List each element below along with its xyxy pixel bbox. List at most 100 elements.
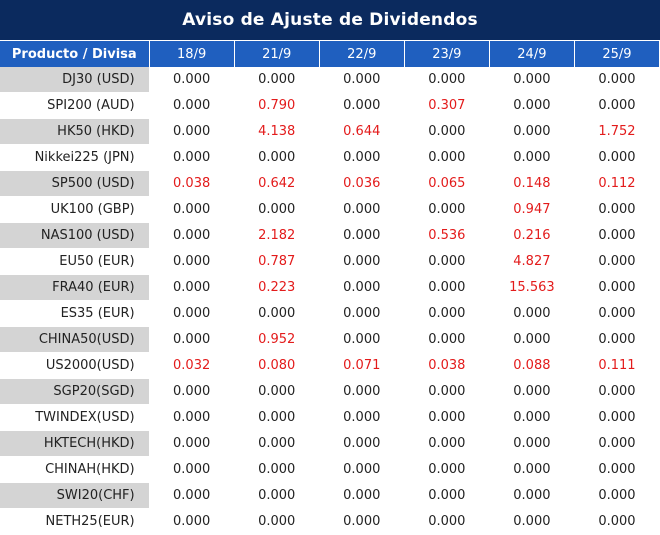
table-row: US2000(USD) 0.032 0.080 0.071 0.038 0.088 0.11… [0, 352, 660, 379]
dividend-value-cell: 0.000 [319, 430, 405, 457]
instrument-name: HKTECH(HKD) [0, 430, 150, 457]
dividend-value-cell: 0.000 [489, 378, 575, 405]
dividend-value-cell: 0.000 [574, 326, 660, 353]
dividend-value-cell: 0.000 [489, 67, 575, 93]
instrument-name: NETH25(EUR) [0, 508, 150, 535]
dividend-value-cell: 0.000 [404, 430, 490, 457]
dividend-value-cell: 0.000 [574, 196, 660, 223]
instrument-name: TWINDEX(USD) [0, 404, 150, 431]
dividend-value-cell: 0.000 [574, 378, 660, 405]
instrument-name: SGP20(SGD) [0, 378, 150, 405]
dividend-value-cell: 0.000 [404, 196, 490, 223]
dividend-value-cell: 0.000 [404, 456, 490, 483]
instrument-name: EU50 (EUR) [0, 248, 150, 275]
dividend-value-cell: 0.536 [404, 222, 490, 249]
dividend-value-cell: 0.000 [319, 378, 405, 405]
dividend-value-cell: 0.000 [234, 430, 320, 457]
dividend-value-cell: 0.000 [574, 222, 660, 249]
dividend-value-cell: 0.000 [319, 248, 405, 275]
dividend-value-cell: 0.000 [404, 378, 490, 405]
dividend-value-cell: 0.000 [489, 144, 575, 171]
table-row: Nikkei225 (JPN) 0.000 0.000 0.000 0.000 0.000… [0, 144, 660, 171]
dividend-value-cell: 0.112 [574, 170, 660, 197]
column-header-date: 25/9 [574, 41, 660, 67]
dividend-value-cell: 0.000 [234, 508, 320, 535]
dividend-value-cell: 0.000 [234, 196, 320, 223]
table-row: DJ30 (USD) 0.000 0.000 0.000 0.000 0.000 0.000 [0, 67, 660, 93]
table-row: UK100 (GBP) 0.000 0.000 0.000 0.000 0.947 0.00… [0, 196, 660, 223]
dividend-value-cell: 0.071 [319, 352, 405, 379]
column-header-date: 21/9 [234, 41, 320, 67]
dividend-value-cell: 0.032 [149, 352, 235, 379]
dividend-value-cell: 0.000 [319, 326, 405, 353]
table-row: ES35 (EUR) 0.000 0.000 0.000 0.000 0.000 0.000 [0, 300, 660, 327]
column-header-product: Producto / Divisa [0, 41, 150, 67]
table-row: SP500 (USD) 0.038 0.642 0.036 0.065 0.148 0.11… [0, 170, 660, 197]
column-header-date: 24/9 [489, 41, 575, 67]
column-header-date: 18/9 [149, 41, 235, 67]
dividend-value-cell: 0.787 [234, 248, 320, 275]
table-row: NETH25(EUR) 0.000 0.000 0.000 0.000 0.000 0.00… [0, 508, 660, 535]
dividend-value-cell: 0.000 [319, 144, 405, 171]
instrument-name: DJ30 (USD) [0, 67, 150, 93]
page-title: Aviso de Ajuste de Dividendos [0, 0, 660, 41]
dividend-value-cell: 0.000 [149, 248, 235, 275]
dividend-value-cell: 0.000 [319, 404, 405, 431]
dividend-value-cell: 4.138 [234, 118, 320, 145]
dividend-value-cell: 0.000 [404, 274, 490, 301]
dividend-value-cell: 0.000 [574, 274, 660, 301]
dividend-value-cell: 0.000 [574, 144, 660, 171]
dividend-value-cell: 0.000 [149, 222, 235, 249]
instrument-name: UK100 (GBP) [0, 196, 150, 223]
dividend-value-cell: 0.000 [489, 456, 575, 483]
instrument-name: NAS100 (USD) [0, 222, 150, 249]
dividend-value-cell: 0.000 [574, 508, 660, 535]
dividend-value-cell: 0.000 [234, 378, 320, 405]
dividend-value-cell: 0.000 [319, 508, 405, 535]
dividend-value-cell: 0.000 [489, 404, 575, 431]
instrument-name: CHINAH(HKD) [0, 456, 150, 483]
dividend-value-cell: 0.000 [319, 67, 405, 93]
instrument-name: US2000(USD) [0, 352, 150, 379]
dividend-value-cell: 0.000 [149, 118, 235, 145]
dividend-value-cell: 0.000 [234, 482, 320, 509]
dividend-value-cell: 0.000 [574, 456, 660, 483]
dividend-value-cell: 1.752 [574, 118, 660, 145]
dividend-value-cell: 0.000 [149, 456, 235, 483]
table-row: FRA40 (EUR) 0.000 0.223 0.000 0.000 15.563 0.0… [0, 274, 660, 301]
dividend-value-cell: 0.000 [489, 300, 575, 327]
dividend-value-cell: 0.000 [404, 144, 490, 171]
dividend-value-cell: 0.000 [404, 300, 490, 327]
dividend-value-cell: 0.000 [149, 482, 235, 509]
dividend-value-cell: 0.000 [149, 326, 235, 353]
table-row: HKTECH(HKD) 0.000 0.000 0.000 0.000 0.000 0.00… [0, 430, 660, 457]
dividend-value-cell: 0.000 [404, 248, 490, 275]
dividend-value-cell: 0.111 [574, 352, 660, 379]
dividend-value-cell: 0.065 [404, 170, 490, 197]
dividend-table: Producto / Divisa 18/9 21/9 22/9 23/9 24… [0, 41, 660, 535]
dividend-value-cell: 0.036 [319, 170, 405, 197]
dividend-value-cell: 0.223 [234, 274, 320, 301]
instrument-name: FRA40 (EUR) [0, 274, 150, 301]
dividend-value-cell: 0.000 [489, 118, 575, 145]
table-row: SWI20(CHF) 0.000 0.000 0.000 0.000 0.000 0.000 [0, 482, 660, 509]
dividend-value-cell: 0.000 [404, 326, 490, 353]
dividend-value-cell: 0.000 [149, 196, 235, 223]
table-row: SGP20(SGD) 0.000 0.000 0.000 0.000 0.000 0.000 [0, 378, 660, 405]
dividend-value-cell: 2.182 [234, 222, 320, 249]
dividend-value-cell: 0.952 [234, 326, 320, 353]
dividend-value-cell: 0.000 [574, 248, 660, 275]
table-row: TWINDEX(USD) 0.000 0.000 0.000 0.000 0.000 0.0… [0, 404, 660, 431]
dividend-value-cell: 0.000 [319, 196, 405, 223]
dividend-value-cell: 0.644 [319, 118, 405, 145]
dividend-value-cell: 0.000 [319, 92, 405, 119]
dividend-value-cell: 0.000 [234, 404, 320, 431]
dividend-value-cell: 0.000 [319, 482, 405, 509]
table-body: DJ30 (USD) 0.000 0.000 0.000 0.000 0.000 0.000… [0, 67, 660, 535]
dividend-value-cell: 0.000 [149, 378, 235, 405]
dividend-value-cell: 0.000 [489, 92, 575, 119]
dividend-value-cell: 0.947 [489, 196, 575, 223]
dividend-value-cell: 0.000 [234, 67, 320, 93]
dividend-value-cell: 0.000 [234, 144, 320, 171]
table-row: SPI200 (AUD) 0.000 0.790 0.000 0.307 0.000 0.0… [0, 92, 660, 119]
